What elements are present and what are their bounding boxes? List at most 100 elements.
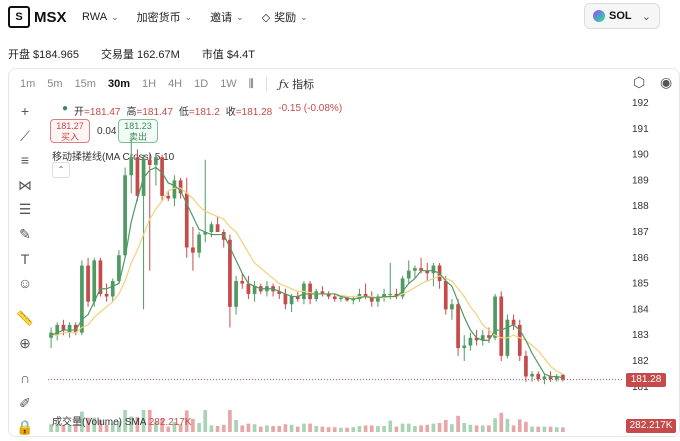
candle-body	[104, 293, 109, 297]
candle-body	[406, 270, 411, 279]
function-icon: ƒx	[278, 78, 290, 91]
asset-label: SOL	[609, 10, 632, 22]
timeframe-30m[interactable]: 30m	[107, 78, 130, 90]
nav-label: 加密货币	[136, 12, 181, 24]
candle-body	[129, 157, 134, 176]
volume-bar	[548, 426, 553, 432]
timeframe-5m[interactable]: 5m	[47, 78, 63, 90]
open-value: 开=181.47	[74, 103, 120, 118]
close-number: =181.28	[235, 107, 273, 118]
candle-body	[320, 291, 325, 294]
text-tool-icon[interactable]: T	[20, 250, 30, 267]
ma-indicator-label[interactable]: 移动揉搓线(MA Cross) 5 10	[52, 152, 175, 163]
sell-button[interactable]: 181.23 卖出	[118, 119, 158, 143]
volume-bar	[117, 421, 121, 432]
y-tick-label: 190	[632, 150, 649, 161]
volume-value: 282.217K	[148, 417, 192, 428]
volume-bar	[554, 427, 559, 432]
timeframe-1m[interactable]: 1m	[20, 78, 36, 90]
emoji-icon[interactable]: ☺	[17, 275, 33, 292]
nav-item-crypto[interactable]: 加密货币 ⌄	[137, 9, 193, 25]
candle-body	[135, 157, 140, 196]
candle-body	[98, 260, 103, 294]
volume-bar	[369, 425, 374, 432]
volume-bar	[406, 423, 411, 432]
volume-bar	[240, 425, 245, 432]
volume-bar	[178, 424, 183, 432]
brush-icon[interactable]: ✎	[19, 225, 31, 242]
buy-button[interactable]: 181.27 买入	[50, 119, 90, 143]
candle-body	[339, 297, 343, 300]
nav-item-rwa[interactable]: RWA ⌄	[82, 9, 119, 25]
chevron-down-icon: ⌄	[184, 11, 193, 22]
candle-body	[209, 224, 214, 232]
trend-line-icon[interactable]: ⟋	[20, 127, 30, 144]
volume-bar	[443, 420, 448, 432]
candle-body	[474, 337, 479, 341]
market-cap: 市值 $4.4T	[201, 49, 255, 61]
y-tick-label: 181	[632, 382, 649, 393]
candle-type-icon[interactable]: ⫼	[248, 77, 254, 90]
nav-item-rewards[interactable]: ◇ 奖励 ⌄	[262, 9, 308, 25]
volume-bar	[92, 417, 97, 432]
volume-bar	[98, 420, 103, 432]
candle-body	[308, 283, 312, 300]
volume-bar	[246, 423, 251, 432]
volume-indicator-label[interactable]: 成交量(Volume) SMA 282.217K	[52, 413, 192, 428]
candle-body	[443, 281, 448, 310]
asset-selector[interactable]: SOL ⌄	[584, 3, 660, 29]
pattern-icon[interactable]: ⋈	[18, 176, 32, 193]
eye-icon[interactable]: ●	[62, 103, 69, 114]
logo-mark-icon: S	[8, 6, 30, 28]
candle-body	[228, 239, 232, 307]
indicators-label: 指标	[292, 79, 315, 91]
volume-bar	[425, 424, 430, 432]
volume-bar	[493, 418, 497, 432]
timeframe-15m[interactable]: 15m	[74, 78, 96, 90]
volume-bar	[302, 423, 306, 432]
settings-icon[interactable]: ⬡	[633, 74, 646, 90]
candle-body	[154, 157, 158, 165]
volume-bar	[135, 417, 140, 432]
camera-icon[interactable]: ◉	[660, 74, 673, 90]
zoom-in-icon[interactable]: ⊕	[19, 334, 31, 351]
candle-body	[110, 281, 115, 297]
volume-bar	[450, 424, 454, 432]
timeframe-1h[interactable]: 1H	[142, 78, 157, 90]
volume-bar	[511, 425, 516, 432]
low-number: =181.2	[188, 107, 220, 118]
chevron-down-icon: ⌄	[300, 11, 308, 22]
spread-value: 0.04	[97, 126, 117, 137]
timeframe-1w[interactable]: 1W	[220, 78, 237, 90]
nav-item-invite[interactable]: 邀请 ⌄	[210, 9, 244, 25]
ruler-icon[interactable]: 📏	[16, 310, 34, 327]
volume-bar	[203, 410, 208, 432]
volume-bar	[166, 426, 171, 432]
candle-body	[234, 281, 238, 307]
volume-bar	[283, 424, 288, 432]
magnet-icon[interactable]: ∩	[19, 370, 31, 387]
volume-bar	[73, 426, 78, 432]
volume-bar	[536, 426, 541, 432]
crosshair-icon[interactable]: +	[20, 103, 30, 119]
candle-body	[80, 265, 84, 333]
volume-bar	[265, 425, 269, 432]
lock-icon[interactable]: 🔒	[16, 419, 34, 436]
timeframe-bar: 1m 5m 15m 30m 1H 4H 1D 1W ⫼ ƒx 指标	[20, 76, 314, 92]
candle-body	[376, 296, 380, 302]
timeframe-4h[interactable]: 4H	[168, 78, 183, 90]
horizontal-lines-icon[interactable]: ≡	[20, 152, 30, 169]
fib-retracement-icon[interactable]: ☰	[18, 201, 32, 218]
timeframe-1d[interactable]: 1D	[194, 78, 209, 90]
chevron-up-icon[interactable]: ⌃	[52, 162, 70, 178]
candle-body	[92, 260, 97, 302]
open-price: 开盘 $184.965	[8, 49, 79, 61]
volume-bar	[308, 423, 312, 432]
divider	[265, 77, 267, 91]
pencil-lock-icon[interactable]: ✐	[19, 394, 31, 411]
volume-bar	[388, 420, 393, 432]
indicators-button[interactable]: ƒx 指标	[279, 76, 314, 92]
brand-logo[interactable]: S MSX	[8, 6, 67, 28]
buy-label: 买入	[60, 132, 79, 142]
